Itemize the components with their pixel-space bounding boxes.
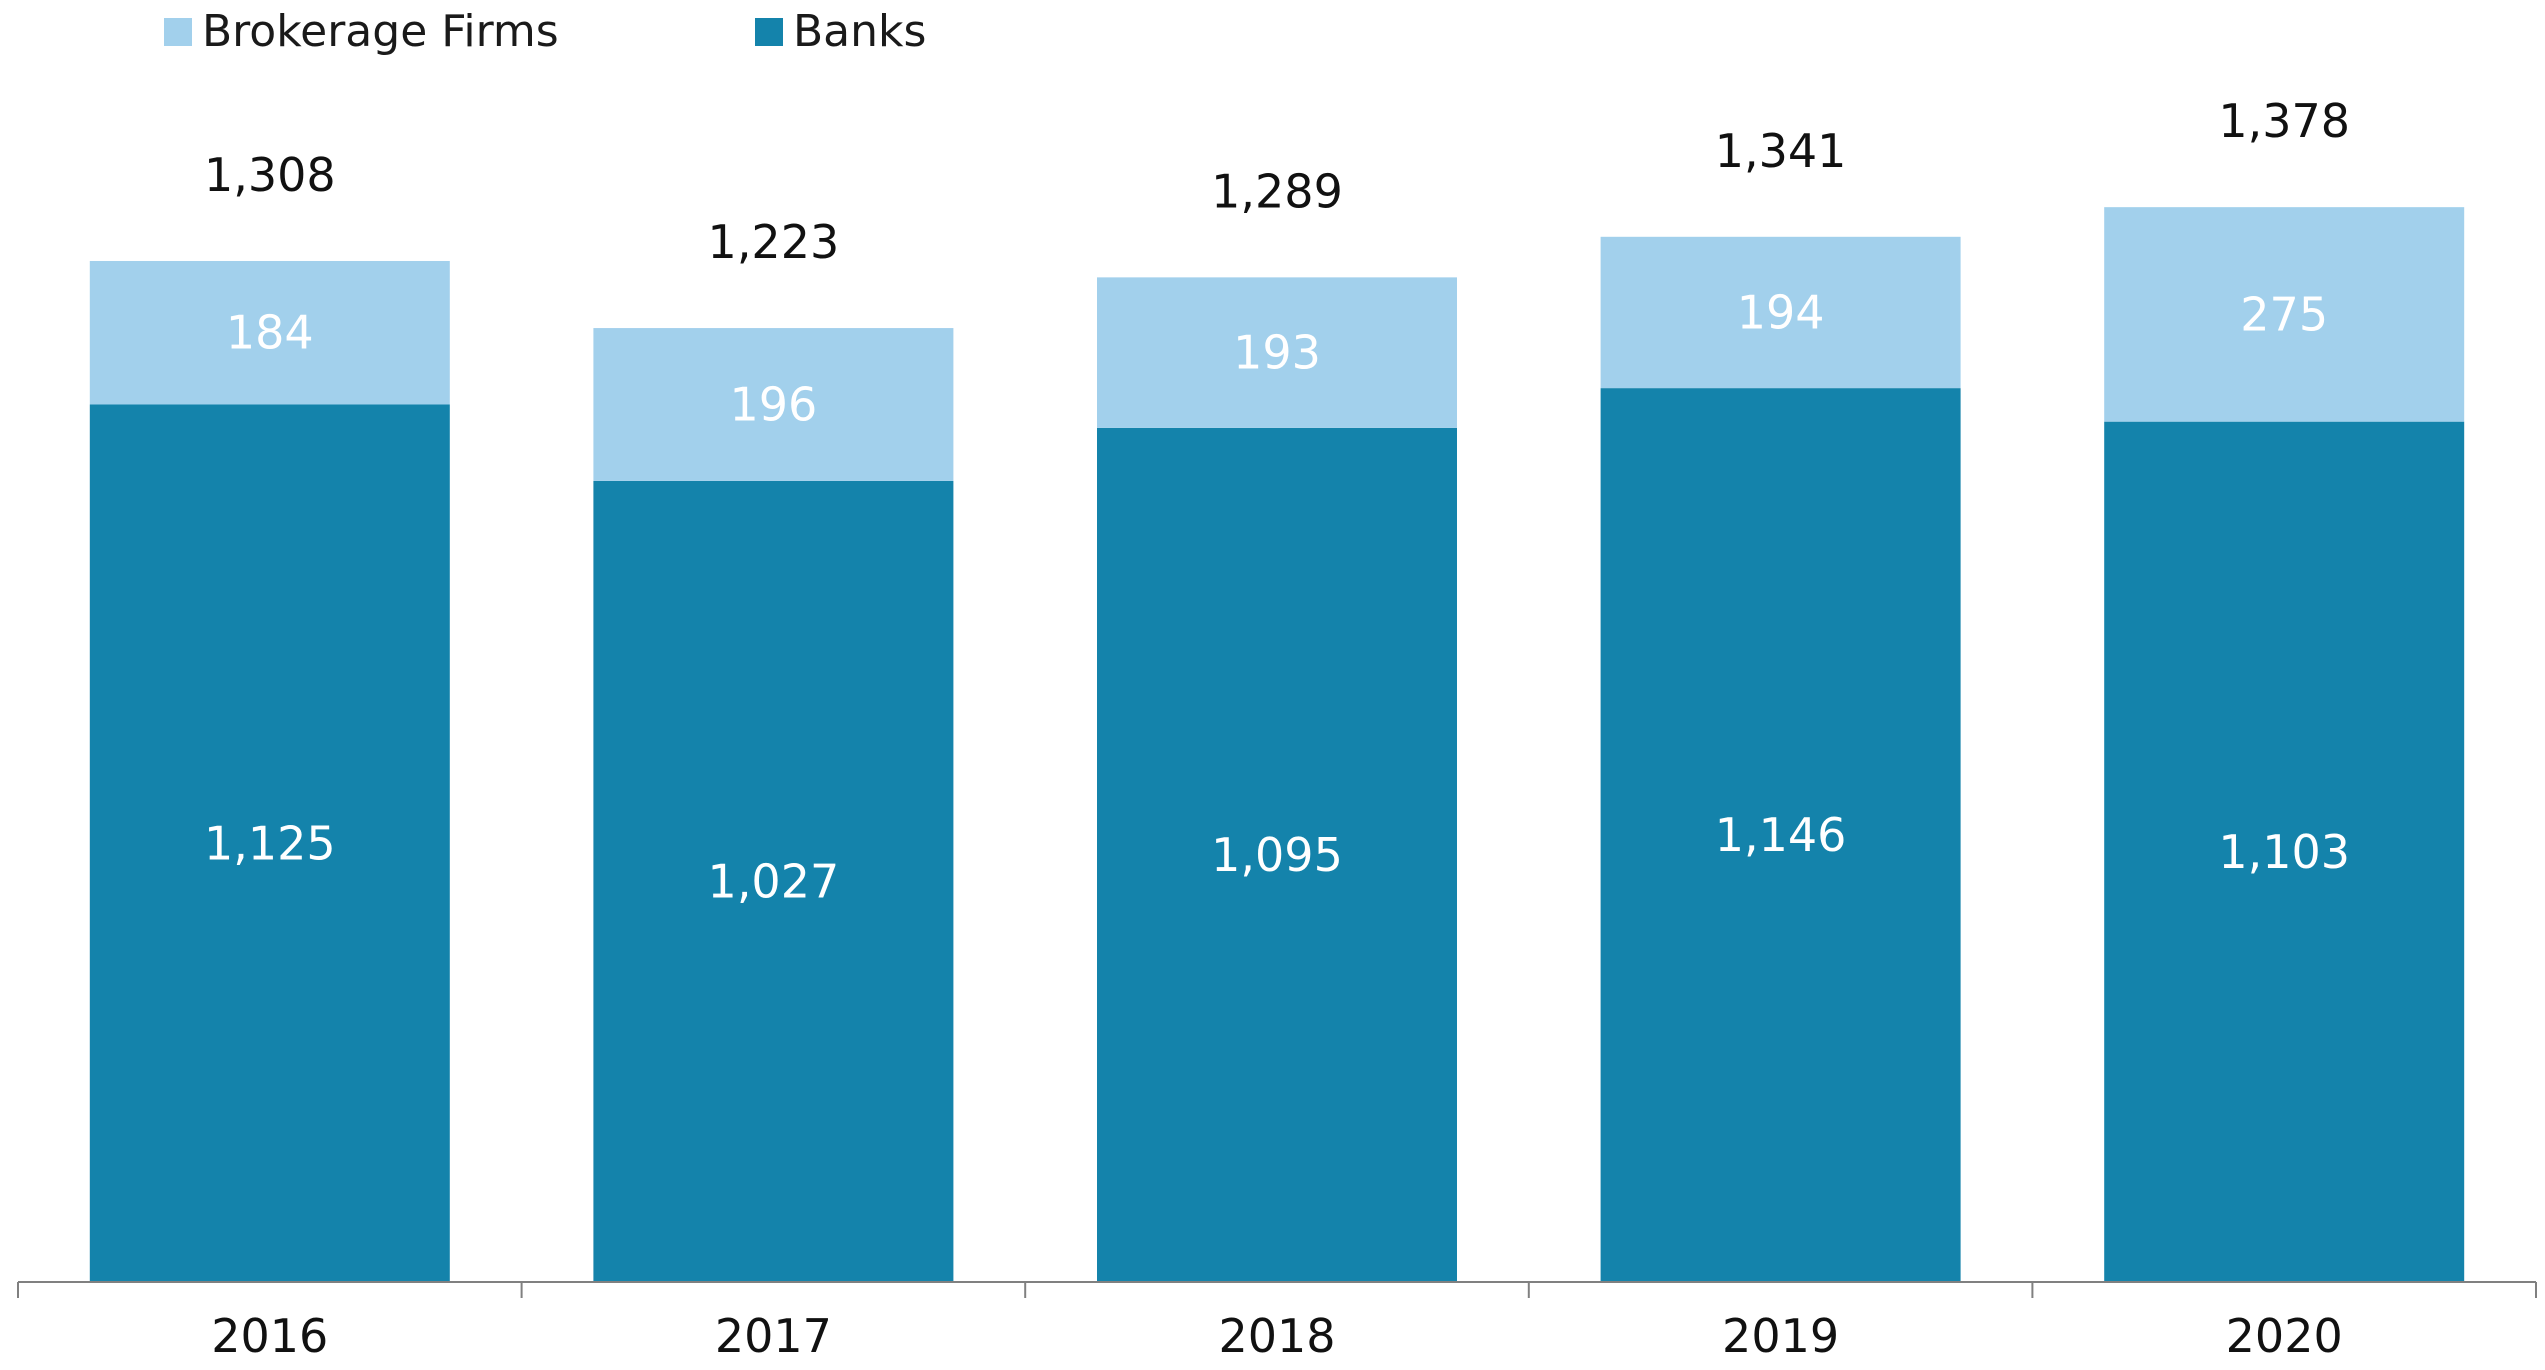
bar-banks-2016 <box>89 404 450 1282</box>
data-label-banks-2018: 1,095 <box>1211 828 1343 882</box>
total-label-2020: 1,378 <box>2218 94 2350 148</box>
data-label-brokerage-firms-2020: 275 <box>2240 287 2328 341</box>
bar-brokerage-firms-2020 <box>2104 207 2465 422</box>
x-tick-label-2018: 2018 <box>1218 1309 1335 1363</box>
total-label-2018: 1,289 <box>1211 164 1343 218</box>
legend-swatch-banks <box>755 18 783 46</box>
total-label-2016: 1,308 <box>204 148 336 202</box>
bar-brokerage-firms-2017 <box>593 328 954 481</box>
bar-banks-2017 <box>593 480 954 1282</box>
data-label-banks-2017: 1,027 <box>708 854 840 908</box>
data-labels-group: 1,125 184 1,308 1,027 196 1,223 1,095 193 1,289 1… <box>204 94 2350 908</box>
total-label-2019: 1,341 <box>1715 124 1847 178</box>
data-label-brokerage-firms-2017: 196 <box>729 378 817 432</box>
bar-brokerage-firms-2016 <box>89 260 450 405</box>
data-label-brokerage-firms-2016: 184 <box>226 306 314 360</box>
x-tick-label-2017: 2017 <box>715 1309 832 1363</box>
data-label-brokerage-firms-2019: 194 <box>1737 285 1825 339</box>
x-tick-label-2019: 2019 <box>1722 1309 1839 1363</box>
legend: Brokerage Firms Banks <box>164 6 926 57</box>
data-label-banks-2016: 1,125 <box>204 816 336 870</box>
bar-banks-2018 <box>1097 427 1457 1282</box>
total-label-2017: 1,223 <box>708 215 840 269</box>
bar-banks-2020 <box>2104 421 2465 1282</box>
data-label-banks-2020: 1,103 <box>2218 825 2350 879</box>
legend-swatch-brokerage-firms <box>164 18 192 46</box>
x-tick-label-2020: 2020 <box>2226 1309 2343 1363</box>
bar-banks-2019 <box>1600 388 1961 1282</box>
legend-label-banks: Banks <box>793 6 926 57</box>
bar-brokerage-firms-2018 <box>1097 277 1457 428</box>
legend-label-brokerage-firms: Brokerage Firms <box>202 6 559 57</box>
x-axis: 2016 2017 2018 2019 2020 <box>17 1281 2537 1363</box>
bar-brokerage-firms-2019 <box>1600 236 1961 389</box>
x-tick-label-2016: 2016 <box>211 1309 328 1363</box>
data-label-brokerage-firms-2018: 193 <box>1233 326 1321 380</box>
bars-group <box>89 207 2465 1282</box>
data-label-banks-2019: 1,146 <box>1715 808 1847 862</box>
